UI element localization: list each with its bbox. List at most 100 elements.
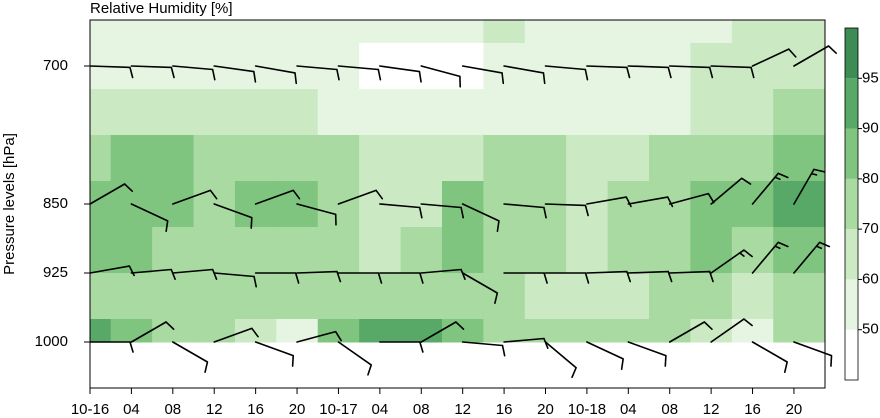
field-cell bbox=[152, 89, 195, 136]
wind-barb bbox=[544, 203, 589, 217]
colorbar-tick-label: 50 bbox=[862, 321, 879, 338]
field-cell bbox=[90, 319, 112, 343]
wind-barb bbox=[627, 196, 674, 208]
colorbar-segment bbox=[845, 28, 858, 79]
field-cell bbox=[193, 20, 236, 44]
field-cell bbox=[317, 273, 360, 320]
field-cell bbox=[607, 20, 650, 44]
x-tick-label: 20 bbox=[289, 401, 306, 418]
colorbar-tick-label: 80 bbox=[862, 170, 879, 187]
field-cell bbox=[110, 273, 153, 320]
wind-barb bbox=[337, 65, 382, 81]
wind-barb bbox=[420, 65, 462, 88]
field-cell bbox=[607, 135, 650, 182]
field-cell bbox=[90, 20, 112, 44]
field-cell bbox=[649, 227, 691, 274]
colorbar-tick-label: 90 bbox=[862, 120, 879, 137]
field-cell bbox=[690, 273, 733, 320]
field-cell bbox=[773, 181, 825, 228]
field-cell bbox=[566, 20, 609, 44]
y-tick-label: 1000 bbox=[35, 333, 68, 350]
field-cell bbox=[359, 89, 402, 136]
wind-barb bbox=[130, 268, 176, 281]
x-tick-label: 08 bbox=[413, 401, 430, 418]
wind-barb bbox=[793, 241, 831, 274]
wind-barb bbox=[213, 65, 257, 83]
wind-barb bbox=[172, 341, 209, 373]
field-cell bbox=[731, 135, 774, 182]
field-cell bbox=[90, 89, 112, 136]
wind-barb bbox=[130, 203, 169, 233]
field-cell bbox=[731, 89, 774, 136]
x-tick-label: 10-16 bbox=[71, 401, 109, 418]
field-cell bbox=[110, 20, 153, 44]
x-tick-label: 04 bbox=[620, 401, 637, 418]
field-cell bbox=[90, 135, 112, 182]
wind-barb bbox=[668, 321, 713, 343]
wind-barb bbox=[461, 341, 506, 357]
field-cell bbox=[690, 135, 733, 182]
field-cell bbox=[234, 319, 277, 343]
wind-barb bbox=[254, 272, 300, 284]
field-cell bbox=[193, 135, 236, 182]
wind-barb bbox=[130, 65, 175, 79]
wind-barb bbox=[627, 65, 672, 79]
field-cell bbox=[90, 273, 112, 320]
x-tick-label: 04 bbox=[123, 401, 140, 418]
wind-barb bbox=[420, 321, 465, 343]
y-tick-label: 925 bbox=[43, 264, 68, 281]
x-tick-label: 12 bbox=[454, 401, 471, 418]
wind-barb bbox=[503, 65, 546, 85]
field-cell bbox=[483, 273, 526, 320]
field-cell bbox=[193, 89, 236, 136]
field-cell bbox=[400, 319, 443, 343]
wind-barb bbox=[668, 192, 715, 205]
wind-barb bbox=[793, 168, 825, 205]
wind-barb bbox=[172, 189, 218, 205]
wind-barb bbox=[296, 270, 342, 283]
field-cell bbox=[649, 273, 691, 320]
wind-barbs bbox=[89, 45, 837, 379]
wind-barb bbox=[544, 341, 577, 379]
field-cell bbox=[773, 135, 825, 182]
field-cell bbox=[483, 135, 526, 182]
field-cell bbox=[731, 273, 774, 320]
wind-barb bbox=[586, 341, 624, 371]
axes: 700 850 925 1000 10-16 04 08 12 16 20 10-17 04 08 12 1… bbox=[35, 57, 803, 418]
chart-title: Relative Humidity [%] bbox=[90, 0, 233, 17]
field-cell bbox=[359, 227, 402, 274]
wind-barb bbox=[337, 189, 384, 205]
wind-barb bbox=[586, 196, 632, 208]
field-cell bbox=[731, 20, 774, 44]
field-cell bbox=[359, 135, 402, 182]
wind-barb bbox=[751, 241, 789, 274]
field-cell bbox=[566, 135, 609, 182]
x-tick-label: 08 bbox=[164, 401, 181, 418]
wind-barb bbox=[586, 65, 631, 79]
field-cell bbox=[276, 89, 319, 136]
wind-barb bbox=[89, 341, 134, 353]
wind-barb bbox=[461, 272, 499, 304]
field-cell bbox=[276, 319, 319, 343]
y-axis-label: Pressure levels [hPa] bbox=[1, 133, 18, 275]
wind-barb bbox=[627, 270, 673, 283]
field-cell bbox=[649, 20, 691, 44]
field-cell bbox=[193, 319, 236, 343]
wind-barb bbox=[89, 65, 134, 79]
field-cell bbox=[317, 135, 360, 182]
field-cell bbox=[607, 89, 650, 136]
wind-barb bbox=[793, 341, 833, 367]
field-cell bbox=[773, 89, 825, 136]
colorbar-tick-label: 60 bbox=[862, 270, 879, 287]
field-cell bbox=[276, 135, 319, 182]
wind-barb bbox=[503, 203, 547, 219]
field-cell bbox=[193, 273, 236, 320]
field-cell bbox=[441, 273, 484, 320]
field-cell bbox=[441, 319, 484, 343]
y-tick-label: 700 bbox=[43, 57, 68, 74]
field-cell bbox=[441, 135, 484, 182]
field-cell bbox=[441, 227, 484, 274]
field-cell bbox=[690, 89, 733, 136]
x-tick-label: 20 bbox=[537, 401, 554, 418]
field-cell bbox=[193, 227, 236, 274]
